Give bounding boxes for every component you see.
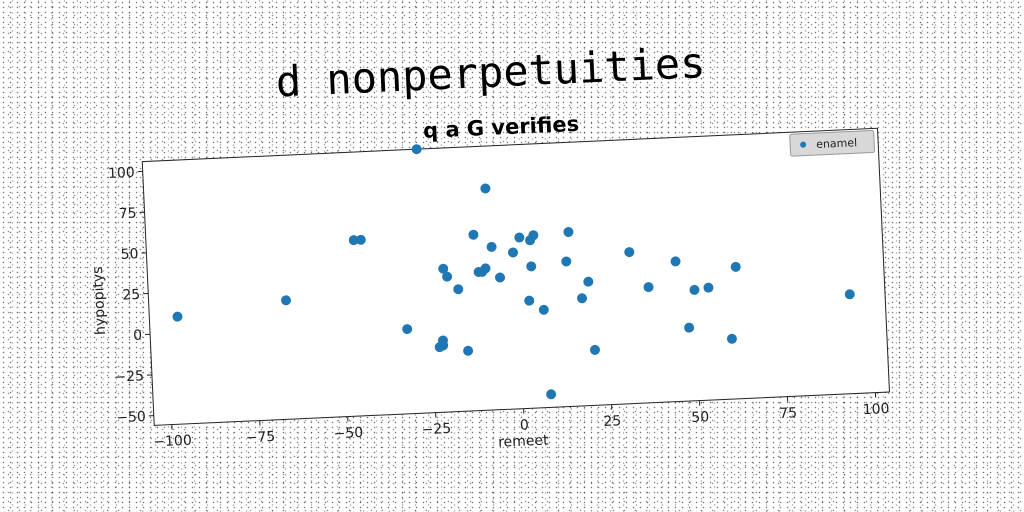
data-point [844,289,855,300]
y-axis-label: hypopitys [90,266,109,335]
x-axis: −100 −75 −50 −25 0 25 50 75 100 [153,392,890,450]
x-tick-label: −100 [153,433,192,451]
x-axis-label: remeet [498,432,550,450]
data-point [486,241,497,252]
x-tick-label: 25 [603,413,622,430]
data-point [507,247,518,258]
data-point [463,345,474,356]
data-point [411,144,422,155]
data-point [402,324,413,335]
data-point [589,344,600,355]
scatter-series-enamel [172,144,855,400]
data-point [726,333,737,344]
data-point [703,282,714,293]
data-point [689,284,700,295]
x-tick-label: 100 [862,401,889,418]
data-point [546,389,557,400]
y-tick-label: 50 [120,246,139,263]
y-tick-label: 0 [133,328,143,344]
data-point [538,304,549,315]
data-point [561,256,572,267]
x-tick-label: −50 [333,425,363,442]
y-tick-label: 75 [118,205,137,222]
legend[interactable]: enamel [789,130,875,157]
data-point [524,295,535,306]
y-axis: −50 −25 0 25 50 75 100 [108,165,154,426]
chart-title: d nonperpetuities [275,38,707,106]
data-point [442,271,453,282]
x-tick-label: 0 [520,417,530,433]
data-point [281,295,292,306]
data-point [348,235,359,246]
x-tick-label: 75 [779,405,798,422]
data-point [453,284,464,295]
plot-area [141,127,890,426]
data-point [480,183,491,194]
data-point [355,234,366,245]
data-point [438,263,449,274]
y-tick-label: −50 [116,409,146,426]
data-point [643,282,654,293]
legend-label-enamel: enamel [816,136,858,151]
chart-subtitle: q a G verifies [423,112,580,143]
x-tick-label: −75 [245,429,275,446]
y-tick-label: 100 [108,165,135,182]
data-point [526,261,537,272]
x-tick-label: 50 [691,409,710,426]
y-tick-label: −25 [114,368,144,385]
data-point [480,263,491,274]
data-point [437,335,448,346]
data-point [624,247,635,258]
legend-box [789,130,875,157]
data-point [670,256,681,267]
x-tick-label: −25 [421,421,451,438]
data-point [528,230,539,241]
data-point [684,322,695,333]
data-point [577,293,588,304]
y-tick-label: 25 [122,287,141,304]
data-point [730,261,741,272]
data-point [514,232,525,243]
data-point [495,272,506,283]
data-point [563,227,574,238]
legend-marker [800,141,807,148]
data-point [172,311,183,322]
data-point [468,229,479,240]
data-point [583,276,594,287]
